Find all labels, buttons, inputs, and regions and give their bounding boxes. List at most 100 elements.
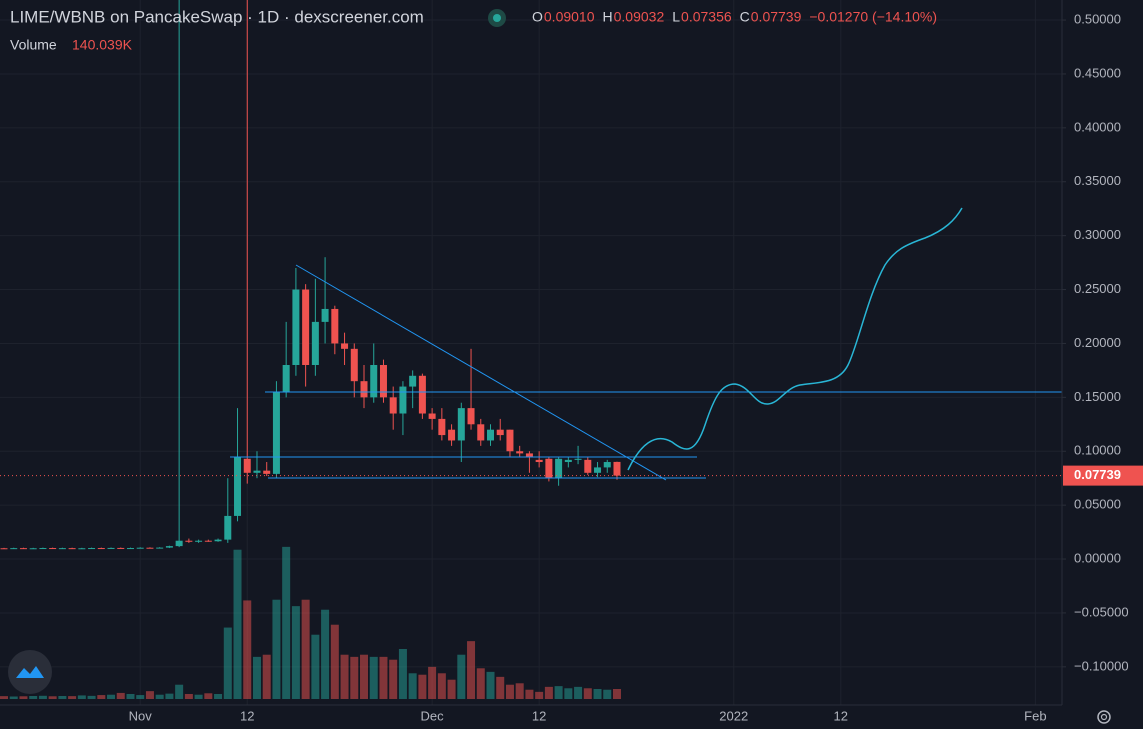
- volume-bar: [437, 673, 446, 699]
- drawings: [230, 207, 1062, 481]
- volume-name: Volume: [10, 37, 57, 53]
- y-tick-label: 0.40000: [1074, 119, 1121, 134]
- volume-bar: [214, 694, 223, 699]
- volume-bar: [583, 688, 592, 699]
- candle-body: [341, 343, 349, 349]
- volume-bar: [184, 694, 193, 699]
- volume-bar: [107, 694, 116, 699]
- candle-body: [19, 548, 27, 550]
- ohlc-value: 0.07739: [751, 9, 802, 25]
- candle-body: [175, 540, 183, 547]
- y-tick-label: 0.05000: [1074, 497, 1121, 512]
- y-tick-label: 0.00000: [1074, 550, 1121, 565]
- candle-body: [185, 540, 193, 542]
- volume-bar: [252, 656, 261, 699]
- volume-bar: [291, 606, 300, 699]
- volume-bar: [593, 689, 602, 699]
- candle-body: [107, 547, 115, 549]
- candle-body: [331, 308, 339, 344]
- ohlc-legend: O 0.09010 H 0.09032 L 0.07356 C 0.07739 −0.01270…: [532, 9, 937, 25]
- volume-bar: [350, 656, 359, 699]
- volume-bar: [321, 609, 330, 699]
- candle-body: [525, 453, 533, 457]
- candle-body: [448, 429, 456, 441]
- candle-body: [418, 375, 426, 414]
- candle-body: [516, 451, 524, 454]
- candle-body: [214, 539, 222, 542]
- candle-body: [97, 548, 105, 550]
- volume-bar: [126, 694, 135, 699]
- y-tick-label: 0.10000: [1074, 443, 1121, 458]
- volume-bar: [467, 641, 476, 699]
- trend-line: [295, 264, 667, 481]
- candle-body: [282, 365, 290, 392]
- candle-body: [126, 548, 134, 550]
- volume-bar: [68, 696, 77, 699]
- volume-bar: [155, 694, 164, 699]
- y-tick-label: 0.20000: [1074, 335, 1121, 350]
- candle-body: [204, 540, 212, 542]
- logo: [8, 650, 52, 694]
- candle-body: [360, 381, 368, 398]
- candle-body: [88, 548, 96, 550]
- gear-hub[interactable]: [1100, 713, 1108, 721]
- volume-bar: [272, 599, 281, 699]
- x-tick-label: Nov: [129, 708, 153, 723]
- x-tick-label: 12: [240, 708, 254, 723]
- gear[interactable]: [1097, 710, 1111, 724]
- y-tick-label: 0.35000: [1074, 173, 1121, 188]
- volume-bar: [194, 694, 203, 699]
- candle-body: [350, 348, 358, 382]
- ohlc-key: C: [740, 9, 750, 25]
- volume-bar: [175, 684, 184, 699]
- x-tick-label: 2022: [719, 708, 748, 723]
- candle-body: [156, 547, 164, 549]
- candle-body: [49, 548, 57, 550]
- candle-body: [496, 429, 504, 436]
- candle-body: [263, 470, 271, 474]
- candle-body: [58, 548, 66, 550]
- candle-body: [409, 375, 417, 387]
- logo-mark: [16, 666, 44, 678]
- volume-bar: [360, 654, 369, 699]
- candle-body: [477, 424, 485, 441]
- candle-body: [555, 458, 563, 479]
- volume-bar: [389, 659, 398, 699]
- candle-body: [10, 548, 18, 550]
- candle-body: [117, 547, 125, 549]
- volume-bar: [9, 696, 18, 699]
- y-axis: 0.50000 0.45000 0.40000 0.35000 0.30000 0.250…: [1062, 11, 1143, 673]
- volume-bar: [564, 688, 573, 699]
- volume-bar: [48, 696, 57, 699]
- status-icon: [493, 14, 501, 22]
- x-tick-label: Feb: [1024, 708, 1046, 723]
- volume-bar: [223, 627, 232, 699]
- price-label: 0.07739: [1074, 467, 1121, 482]
- volume-bar: [77, 695, 86, 699]
- candle-body: [379, 365, 387, 398]
- ohlc-key: H: [603, 9, 613, 25]
- volume-bar: [311, 634, 320, 699]
- ohlc-value: 0.09032: [614, 9, 665, 25]
- candle-body: [594, 467, 602, 473]
- x-tick-label: 12: [834, 708, 848, 723]
- candle-body: [146, 547, 154, 549]
- settings-icon[interactable]: [1097, 710, 1111, 724]
- candle-body: [574, 458, 582, 460]
- candle-body: [506, 429, 514, 452]
- candle-body: [292, 289, 300, 366]
- candle-body: [234, 456, 242, 516]
- candle-body: [603, 462, 611, 468]
- volume-bar: [398, 649, 407, 699]
- volume-bar: [204, 693, 213, 699]
- candle-body: [457, 408, 465, 441]
- volume-bar: [330, 624, 339, 699]
- candle-body: [253, 470, 261, 473]
- change-value: −0.01270 (−14.10%): [809, 9, 937, 25]
- volume-bar: [603, 689, 612, 699]
- volume-bar: [58, 696, 67, 699]
- volume-bar: [0, 696, 8, 699]
- volume-bar: [262, 654, 271, 699]
